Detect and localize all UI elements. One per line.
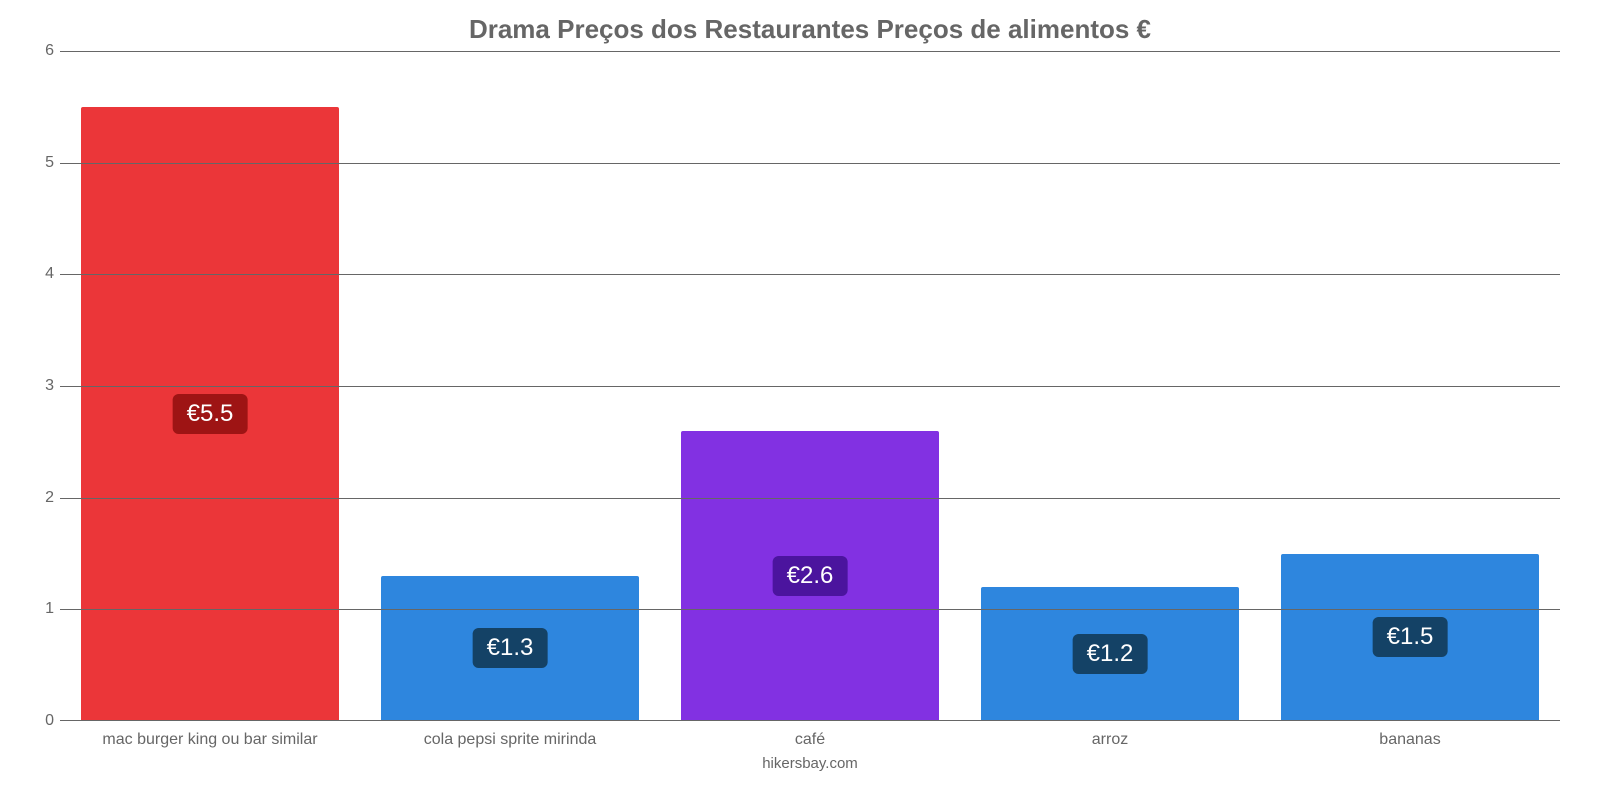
chart-title: Drama Preços dos Restaurantes Preços de … [50, 0, 1570, 51]
value-badge: €1.2 [1073, 634, 1148, 674]
x-axis-label: bananas [1260, 721, 1560, 749]
gridline [60, 386, 1560, 387]
x-axis-line [60, 720, 1560, 721]
bar: €1.5 [1281, 554, 1539, 722]
plot-area: €5.5€1.3€2.6€1.2€1.5 0123456 [60, 51, 1560, 721]
bar: €2.6 [681, 431, 939, 721]
y-tick-label: 2 [26, 489, 54, 507]
chart-credit: hikersbay.com [50, 749, 1570, 772]
y-tick-label: 4 [26, 265, 54, 283]
gridline [60, 609, 1560, 610]
x-axis-label: mac burger king ou bar similar [60, 721, 360, 749]
value-badge: €1.5 [1373, 617, 1448, 657]
value-badge: €1.3 [473, 628, 548, 668]
y-tick-label: 0 [26, 712, 54, 730]
y-tick-label: 5 [26, 154, 54, 172]
bar: €1.2 [981, 587, 1239, 721]
price-chart: Drama Preços dos Restaurantes Preços de … [0, 0, 1600, 800]
value-badge: €2.6 [773, 556, 848, 596]
x-axis-label: cola pepsi sprite mirinda [360, 721, 660, 749]
bar: €5.5 [81, 107, 339, 721]
gridline [60, 274, 1560, 275]
y-tick-label: 3 [26, 377, 54, 395]
x-axis-label: café [660, 721, 960, 749]
gridline [60, 163, 1560, 164]
gridline [60, 51, 1560, 52]
y-tick-label: 6 [26, 42, 54, 60]
y-tick-label: 1 [26, 600, 54, 618]
x-axis-labels: mac burger king ou bar similarcola pepsi… [60, 721, 1560, 749]
value-badge: €5.5 [173, 394, 248, 434]
x-axis-label: arroz [960, 721, 1260, 749]
bar: €1.3 [381, 576, 639, 721]
gridline [60, 498, 1560, 499]
